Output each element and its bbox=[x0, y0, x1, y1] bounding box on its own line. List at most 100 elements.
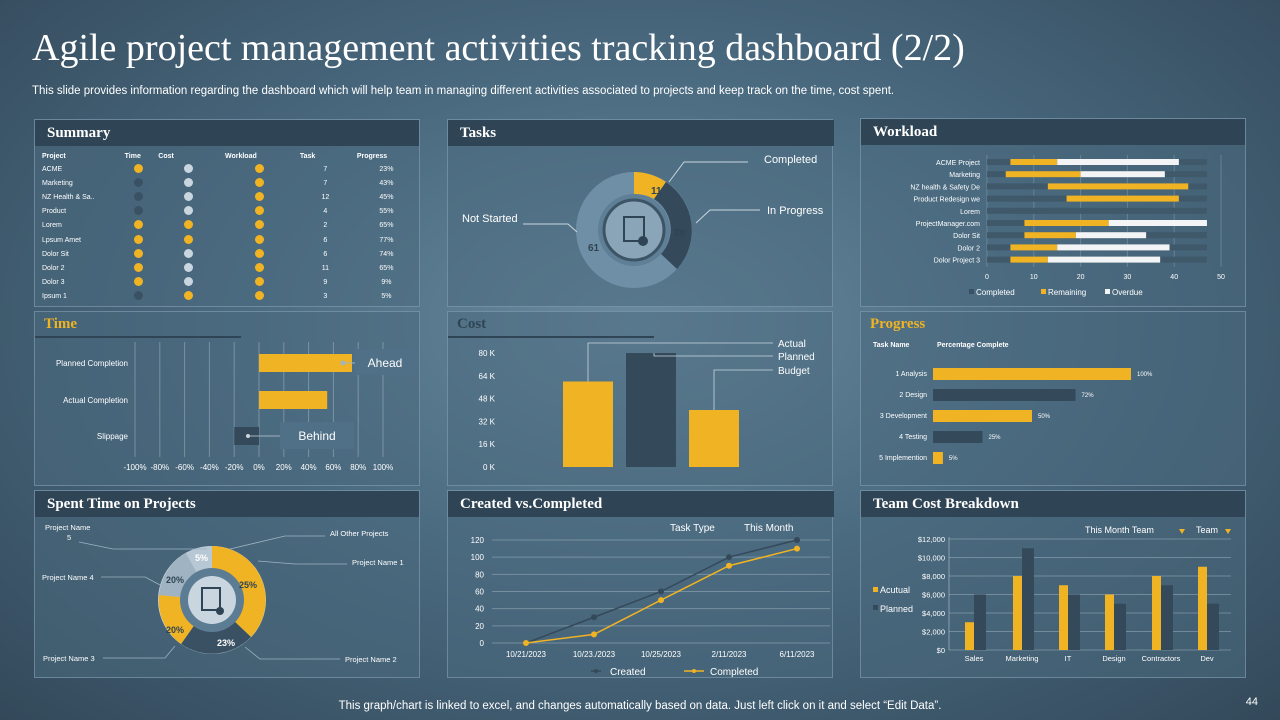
time-tick: -20% bbox=[225, 463, 244, 472]
workload-remaining-bar bbox=[1010, 244, 1058, 251]
tasks-in-progress-label: In Progress bbox=[767, 205, 824, 217]
summary-row: Dolor Sit 6 74% bbox=[39, 247, 419, 261]
leader-project-4 bbox=[101, 576, 163, 587]
cost-bar-chart: 0 K 16 K 32 K 48 K 64 K 80 K Actual Planned Budg… bbox=[479, 339, 815, 472]
teamcost-planned-bar bbox=[1161, 585, 1173, 650]
legend-actual-label: Acutual bbox=[880, 585, 910, 595]
status-dot bbox=[184, 291, 194, 301]
tasks-title: Tasks bbox=[448, 120, 834, 146]
teamcost-planned-bar bbox=[1022, 548, 1034, 650]
spent-value-project-4: 20% bbox=[166, 575, 184, 585]
summary-cell-workload bbox=[222, 261, 297, 275]
summary-cell-cost bbox=[155, 276, 222, 290]
time-category: Slippage bbox=[97, 432, 129, 441]
created-point bbox=[726, 554, 732, 561]
progress-task: 3 Development bbox=[880, 413, 927, 420]
workload-remaining-bar bbox=[1047, 183, 1189, 190]
created-tick: 100 bbox=[471, 553, 485, 562]
ahead-label: Ahead bbox=[368, 356, 403, 370]
progress-bar bbox=[933, 368, 1131, 380]
summary-cell-cost bbox=[155, 247, 222, 261]
summary-table: Project Time Cost Workload Task Progress ACME… bbox=[39, 150, 419, 304]
workload-category: Product Redesign we bbox=[913, 197, 980, 204]
summary-cell-workload bbox=[222, 205, 297, 219]
teamcost-category: Dev bbox=[1200, 654, 1214, 663]
summary-cell-workload bbox=[222, 247, 297, 261]
status-dot bbox=[133, 163, 143, 173]
spent-center-disc bbox=[188, 576, 236, 624]
teamcost-category: Contractors bbox=[1142, 654, 1181, 663]
workload-remaining-bar bbox=[1066, 195, 1179, 202]
workload-track bbox=[987, 207, 1207, 214]
time-bar bbox=[259, 354, 352, 372]
progress-task: 1 Analysis bbox=[895, 371, 927, 378]
workload-category: ACME Project bbox=[936, 160, 980, 167]
status-dot bbox=[254, 277, 264, 287]
cost-bar-planned bbox=[626, 353, 676, 467]
cost-bar-budget bbox=[689, 410, 739, 467]
summary-cell-cost bbox=[155, 233, 222, 247]
clipboard-icon bbox=[201, 587, 221, 611]
status-dot bbox=[184, 220, 194, 230]
check-badge-icon bbox=[638, 236, 648, 246]
cost-tick: 32 K bbox=[479, 417, 496, 426]
summary-row: ACME 7 23% bbox=[39, 162, 419, 176]
summary-cell-cost bbox=[155, 162, 222, 176]
leader-other bbox=[229, 535, 325, 550]
workload-tick: 40 bbox=[1170, 274, 1178, 281]
summary-cell-progress: 45% bbox=[379, 193, 394, 201]
summary-col-task: Task bbox=[299, 152, 316, 160]
status-dot bbox=[254, 262, 264, 272]
summary-row: Marketing 7 43% bbox=[39, 176, 419, 190]
summary-col-workload: Workload bbox=[224, 152, 257, 160]
teamcost-planned-bar bbox=[1207, 603, 1219, 650]
teamcost-category: Marketing bbox=[1006, 654, 1039, 663]
summary-cell-task: 3 bbox=[323, 293, 328, 301]
footer-note: This graph/chart is linked to excel, and… bbox=[338, 700, 942, 712]
cost-tick: 64 K bbox=[479, 372, 496, 381]
summary-cell-workload bbox=[222, 162, 297, 176]
status-dot bbox=[133, 248, 143, 258]
summary-title: Summary bbox=[35, 120, 419, 146]
workload-overdue-bar bbox=[1057, 159, 1179, 165]
summary-cell-time bbox=[122, 276, 156, 290]
spent-label-project-2: Project Name 2 bbox=[345, 655, 397, 664]
status-dot bbox=[133, 220, 143, 230]
summary-cell-progress: 23% bbox=[379, 165, 394, 173]
summary-cell-task: 7 bbox=[323, 165, 328, 173]
summary-cell-progress: 65% bbox=[379, 264, 394, 272]
cost-title: Cost bbox=[457, 316, 487, 332]
workload-tick: 10 bbox=[1030, 274, 1038, 281]
teamcost-tick: $10,000 bbox=[918, 554, 945, 563]
cost-tick: 16 K bbox=[479, 440, 496, 449]
created-tick: 40 bbox=[475, 605, 484, 614]
status-dot bbox=[184, 234, 194, 244]
cost-series-label: Planned bbox=[778, 352, 815, 363]
summary-cell-task: 9 bbox=[323, 279, 328, 287]
legend-team: Team bbox=[1196, 525, 1218, 535]
summary-col-cost: Cost bbox=[158, 152, 174, 160]
progress-header-task: Task Name bbox=[873, 342, 910, 349]
behind-marker bbox=[246, 434, 250, 438]
summary-cell-workload bbox=[222, 190, 297, 204]
status-dot bbox=[133, 277, 143, 287]
progress-task: 4 Testing bbox=[899, 434, 927, 441]
summary-cell-project: Product bbox=[42, 208, 67, 216]
summary-cell-task: 2 bbox=[323, 222, 328, 230]
summary-row: Dolor 2 11 65% bbox=[39, 261, 419, 275]
progress-value: 25% bbox=[989, 435, 1002, 441]
teamcost-panel: Team Cost Breakdown $0 $2,000 $4,000 $6,000… bbox=[860, 490, 1246, 678]
progress-bar bbox=[933, 452, 943, 464]
workload-overdue-bar bbox=[1057, 244, 1170, 251]
cost-panel: Cost 0 K 16 K 32 K 48 K 64 K 80 K Actual Planne… bbox=[447, 311, 833, 486]
time-tick: 20% bbox=[276, 463, 292, 472]
spent-label-other: All Other Projects bbox=[330, 529, 389, 538]
workload-remaining-bar bbox=[1024, 232, 1076, 239]
summary-cell-workload bbox=[222, 219, 297, 233]
summary-cell-workload bbox=[222, 233, 297, 247]
workload-category: Marketing bbox=[949, 172, 980, 179]
status-dot bbox=[133, 262, 143, 272]
page-title: Agile project management activities trac… bbox=[32, 27, 965, 69]
workload-remaining-bar bbox=[1005, 171, 1081, 178]
summary-cell-progress: 77% bbox=[379, 236, 394, 244]
